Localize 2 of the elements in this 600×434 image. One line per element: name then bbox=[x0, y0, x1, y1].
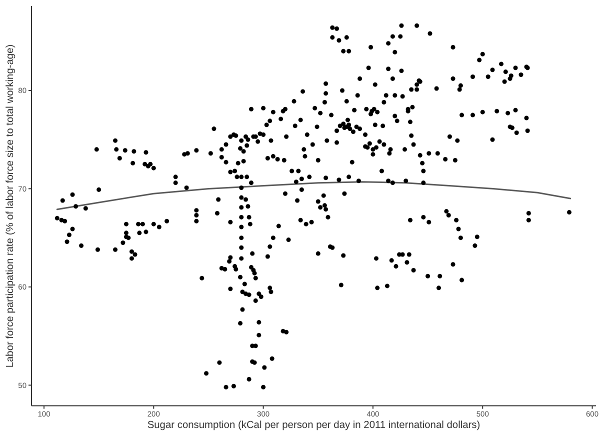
x-axis-title: Sugar consumption (kCal per person per day in 2011 international dollars) bbox=[147, 419, 480, 431]
y-axis-title: Labor force participation rate (% of labor force size to total working-age) bbox=[4, 44, 16, 368]
